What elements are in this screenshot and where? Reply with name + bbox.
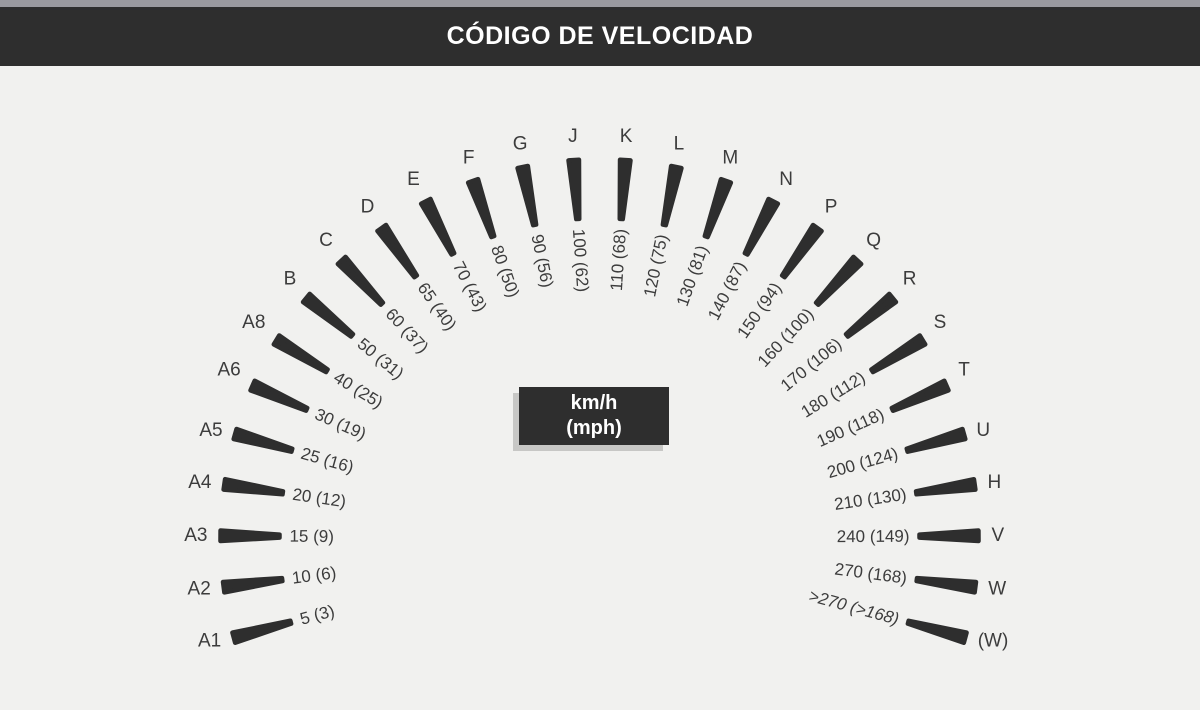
svg-text:5 (3): 5 (3) (298, 601, 337, 629)
svg-text:B: B (284, 269, 297, 290)
svg-text:F: F (463, 148, 475, 169)
svg-text:A3: A3 (184, 525, 207, 546)
svg-text:100 (62): 100 (62) (569, 228, 592, 292)
svg-text:30 (19): 30 (19) (312, 405, 369, 444)
svg-text:V: V (992, 525, 1005, 546)
svg-text:A8: A8 (242, 312, 265, 333)
svg-text:110 (68): 110 (68) (607, 228, 630, 291)
svg-text:(W): (W) (978, 631, 1009, 652)
svg-text:>270 (>168): >270 (>168) (807, 586, 901, 629)
svg-text:190 (118): 190 (118) (814, 405, 887, 451)
svg-text:U: U (976, 420, 990, 441)
svg-text:270 (168): 270 (168) (834, 559, 909, 587)
svg-text:Q: Q (866, 230, 881, 251)
svg-text:130 (81): 130 (81) (673, 243, 712, 309)
svg-text:M: M (722, 148, 738, 169)
svg-text:200 (124): 200 (124) (825, 444, 900, 482)
svg-text:T: T (958, 359, 970, 380)
svg-text:A6: A6 (217, 359, 240, 380)
svg-text:120 (75): 120 (75) (640, 233, 671, 299)
svg-text:S: S (934, 312, 947, 333)
svg-text:G: G (513, 133, 528, 154)
svg-text:E: E (407, 169, 420, 190)
svg-text:80 (50): 80 (50) (487, 243, 523, 300)
svg-text:P: P (825, 196, 838, 217)
svg-text:65 (40): 65 (40) (414, 279, 461, 334)
svg-text:H: H (988, 472, 1002, 493)
svg-text:20 (12): 20 (12) (291, 485, 347, 511)
svg-text:A5: A5 (199, 420, 222, 441)
svg-text:70 (43): 70 (43) (449, 258, 491, 315)
svg-text:W: W (988, 578, 1006, 599)
svg-text:N: N (779, 169, 793, 190)
svg-text:25 (16): 25 (16) (299, 444, 356, 477)
svg-text:240 (149): 240 (149) (837, 527, 910, 546)
svg-text:C: C (319, 230, 333, 251)
svg-text:R: R (903, 269, 917, 290)
svg-text:15 (9): 15 (9) (289, 527, 334, 546)
svg-text:50 (31): 50 (31) (354, 334, 408, 383)
svg-text:210 (130): 210 (130) (833, 485, 908, 514)
svg-text:10 (6): 10 (6) (291, 563, 338, 588)
svg-text:A2: A2 (188, 578, 211, 599)
svg-text:140 (87): 140 (87) (704, 258, 750, 323)
svg-text:K: K (620, 126, 633, 147)
svg-text:D: D (361, 196, 375, 217)
svg-text:90 (56): 90 (56) (527, 233, 557, 290)
svg-text:A4: A4 (188, 472, 212, 493)
svg-text:L: L (674, 133, 685, 154)
svg-text:60 (37): 60 (37) (382, 305, 433, 357)
svg-text:J: J (568, 126, 578, 147)
svg-text:A1: A1 (198, 631, 221, 652)
svg-text:40 (25): 40 (25) (330, 368, 386, 412)
